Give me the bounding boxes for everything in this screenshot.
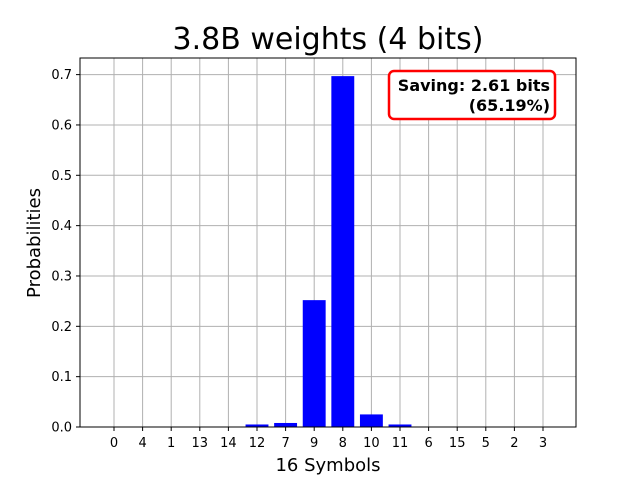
bar-9 (302, 300, 326, 427)
bar-12 (245, 424, 269, 427)
y-tick-label: 0.5 (51, 169, 72, 184)
y-tick-label: 0.6 (51, 118, 72, 133)
x-tick-label: 2 (510, 436, 518, 451)
annotation-line-1: Saving: 2.61 bits (398, 76, 550, 95)
x-tick-label: 14 (220, 436, 237, 451)
y-tick-label: 0.4 (51, 219, 72, 234)
chart-title: 3.8B weights (4 bits) (173, 22, 484, 57)
x-tick-label: 9 (310, 436, 318, 451)
x-tick-label: 5 (482, 436, 490, 451)
x-tick-label: 1 (167, 436, 175, 451)
y-tick-label: 0.3 (51, 269, 72, 284)
x-tick-label: 4 (138, 436, 146, 451)
bars-layer (102, 76, 555, 428)
y-axis-label: Probabilities (24, 188, 45, 298)
bar-11 (388, 424, 412, 427)
annotation-box (387, 69, 557, 121)
x-tick-label: 12 (249, 436, 266, 451)
x-tick-label: 0 (110, 436, 118, 451)
x-tick-label: 8 (339, 436, 347, 451)
x-tick-label: 3 (539, 436, 547, 451)
annotation-line-2: (65.19%) (469, 96, 550, 115)
axes-layer: 0 4 1 13 14 12 7 9 8 10 11 6 15 5 2 3 0.0 0.1 0.2 0.3 0.4 0.5… (51, 57, 577, 451)
saving-annotation: Saving: 2.61 bits (65.19%) (387, 69, 557, 121)
plot-frame (79, 57, 577, 428)
x-tick-label: 13 (192, 436, 209, 451)
y-tick-label: 0.1 (51, 370, 72, 385)
x-tick-label: 6 (424, 436, 432, 451)
bar-10 (359, 414, 383, 427)
bar-7 (274, 422, 298, 427)
x-tick-label: 15 (449, 436, 466, 451)
x-axis-label: 16 Symbols (275, 455, 380, 476)
y-tick-label: 0.7 (51, 68, 72, 83)
y-tick-label: 0.2 (51, 320, 72, 335)
x-tick-label: 7 (281, 436, 289, 451)
y-tick-label: 0.0 (51, 421, 72, 436)
bar-8 (331, 76, 355, 428)
x-tick-label: 11 (392, 436, 409, 451)
x-tick-label: 10 (363, 436, 380, 451)
